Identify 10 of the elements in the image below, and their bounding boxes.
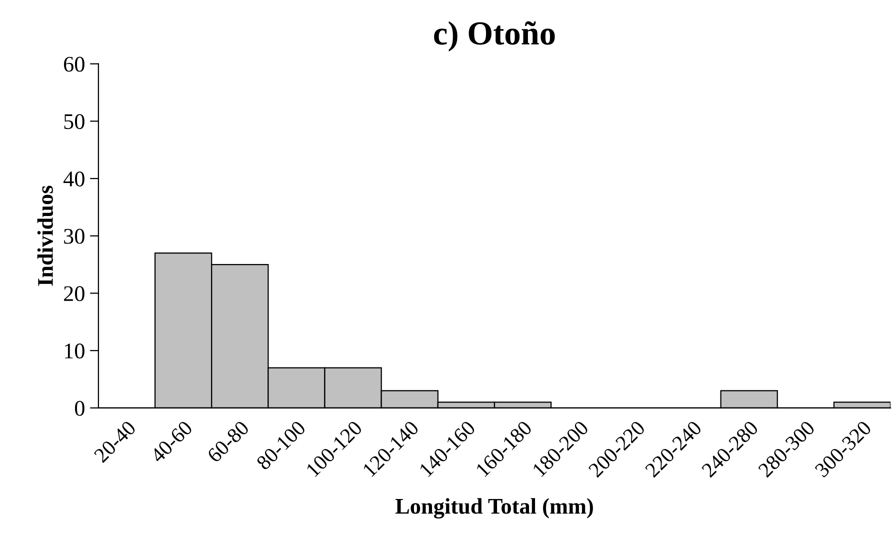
y-tick-label: 50: [64, 114, 84, 130]
y-tick-label: 0: [74, 400, 84, 416]
y-tick-label: 20: [64, 286, 84, 302]
y-tick-label: 30: [64, 228, 84, 244]
y-tick-label: 60: [64, 56, 84, 72]
y-axis-title: Individuos: [37, 186, 54, 286]
chart-title: c) Otoño: [434, 21, 555, 52]
y-tick-label: 10: [64, 344, 84, 359]
x-axis-title: Longitud Total (mm): [395, 498, 593, 518]
y-tick-label: 40: [63, 171, 84, 186]
